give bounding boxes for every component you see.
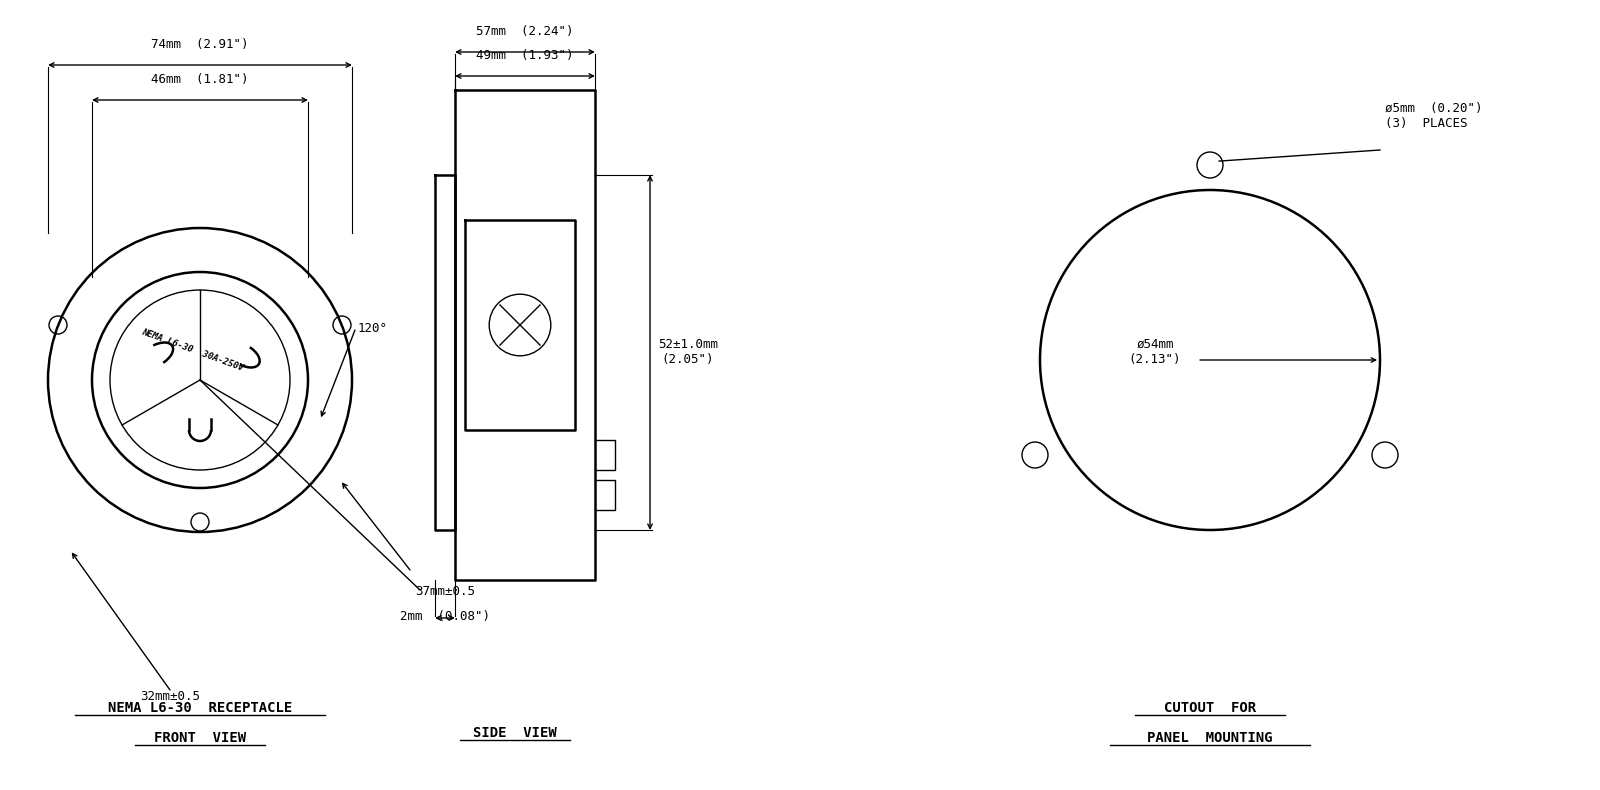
Text: NEMA L6-30  RECEPTACLE: NEMA L6-30 RECEPTACLE <box>107 701 293 715</box>
Text: 49mm  (1.93"): 49mm (1.93") <box>477 49 574 62</box>
Text: 57mm  (2.24"): 57mm (2.24") <box>477 25 574 38</box>
Text: 52±1.0mm
(2.05"): 52±1.0mm (2.05") <box>658 338 718 367</box>
Text: NEMA L6-30  30A-250V: NEMA L6-30 30A-250V <box>139 327 245 373</box>
Text: 46mm  (1.81"): 46mm (1.81") <box>152 73 248 86</box>
Text: FRONT  VIEW: FRONT VIEW <box>154 731 246 745</box>
Text: 37mm±0.5: 37mm±0.5 <box>414 585 475 598</box>
Text: ø5mm  (0.20")
(3)  PLACES: ø5mm (0.20") (3) PLACES <box>1386 102 1483 130</box>
Text: ø54mm
(2.13"): ø54mm (2.13") <box>1128 338 1181 366</box>
Text: CUTOUT  FOR: CUTOUT FOR <box>1163 701 1256 715</box>
Text: SIDE  VIEW: SIDE VIEW <box>474 726 557 740</box>
Text: 32mm±0.5: 32mm±0.5 <box>141 690 200 703</box>
Text: 2mm  (0.08"): 2mm (0.08") <box>400 610 490 623</box>
Text: PANEL  MOUNTING: PANEL MOUNTING <box>1147 731 1274 745</box>
Text: 74mm  (2.91"): 74mm (2.91") <box>152 38 248 51</box>
Text: 120°: 120° <box>358 322 387 334</box>
